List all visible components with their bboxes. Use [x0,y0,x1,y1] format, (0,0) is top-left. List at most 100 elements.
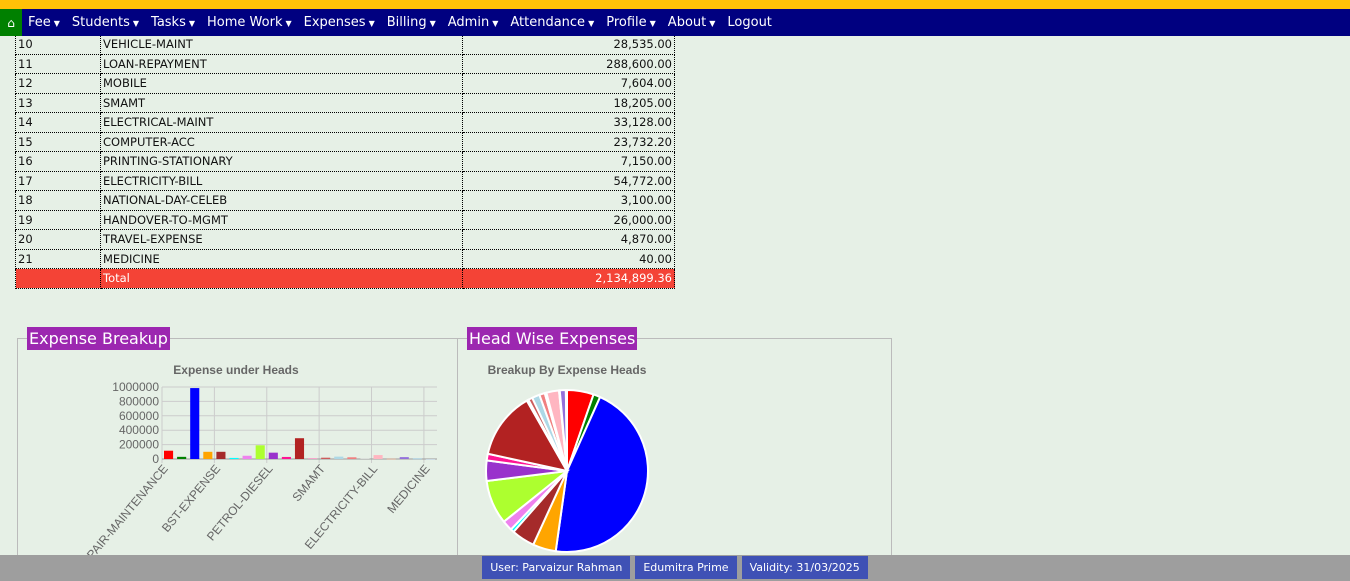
nav-billing[interactable]: Billing ▼ [381,15,442,30]
table-row: 16 PRINTING-STATIONARY 7,150.00 [15,151,675,172]
y-tick-label: 200000 [119,438,159,452]
bar [268,452,278,459]
pie-chart: Breakup By Expense Heads [485,363,649,553]
table-row: 17 ELECTRICITY-BILL 54,772.00 [15,170,675,191]
nav-label: Attendance [510,15,586,30]
expense-head: NATIONAL-DAY-CELEB [100,190,463,211]
table-row: 19 HANDOVER-TO-MGMT 26,000.00 [15,209,675,230]
x-tick-label: MEDICINE [384,462,432,516]
expense-head: ELECTRICITY-BILL [100,170,463,191]
table-row: 11 LOAN-REPAYMENT 288,600.00 [15,53,675,74]
nav-label: Profile [606,15,647,30]
footer: User: Parvaizur Rahman Edumitra Prime Va… [0,555,1350,581]
nav-fee[interactable]: Fee ▼ [22,15,66,30]
row-index: 10 [15,34,101,55]
pie-slice [486,399,569,473]
expense-amount: 7,604.00 [462,73,675,94]
caret-down-icon: ▼ [429,19,436,28]
caret-down-icon: ▼ [53,19,60,28]
caret-down-icon: ▼ [188,19,196,28]
bar [425,458,435,460]
expense-head: PRINTING-STATIONARY [100,151,463,172]
pie-slice [554,395,649,553]
expense-head: VEHICLE-MAINT [100,34,463,55]
bar [412,458,422,460]
caret-down-icon: ▼ [285,19,292,28]
nav-label: Fee [28,15,51,30]
bar [308,458,318,459]
bar [334,456,344,459]
expense-amount: 26,000.00 [462,209,675,230]
bar [281,456,291,459]
expense-amount: 18,205.00 [462,92,675,113]
row-index: 13 [15,92,101,113]
x-tick-label: REPAIR-MAINTENANCE [73,462,171,568]
x-tick-label: SMAMT [289,461,328,504]
user-badge: User: Parvaizur Rahman [482,556,631,579]
total-blank [15,268,101,289]
expense-head: MEDICINE [100,248,463,269]
y-tick-label: 0 [152,452,159,466]
nav-logout[interactable]: Logout [727,15,772,30]
home-icon[interactable]: ⌂ [0,9,22,36]
caret-down-icon: ▼ [132,19,140,28]
table-row: 14 ELECTRICAL-MAINT 33,128.00 [15,112,675,133]
y-tick-label: 800000 [119,394,159,408]
nav-home-work[interactable]: Home Work ▼ [201,15,298,30]
head-wise-panel: Breakup By Expense Heads [457,338,892,568]
validity-badge: Validity: 31/03/2025 [741,556,868,579]
row-index: 12 [15,73,101,94]
bar [399,457,409,459]
expense-amount: 54,772.00 [462,170,675,191]
expense-amount: 33,128.00 [462,112,675,133]
product-badge: Edumitra Prime [635,556,737,579]
nav-admin[interactable]: Admin ▼ [442,15,505,30]
row-index: 16 [15,151,101,172]
table-row: 20 TRAVEL-EXPENSE 4,870.00 [15,229,675,250]
pie-chart-title: Breakup By Expense Heads [488,363,647,377]
table-row: 12 MOBILE 7,604.00 [15,73,675,94]
nav-attendance[interactable]: Attendance ▼ [504,15,600,30]
expense-head: COMPUTER-ACC [100,131,463,152]
expense-head: TRAVEL-EXPENSE [100,229,463,250]
nav-label: Students [71,15,130,30]
bar [229,457,239,459]
expense-amount: 288,600.00 [462,53,675,74]
row-index: 15 [15,131,101,152]
top-strip [0,0,1350,9]
row-index: 14 [15,112,101,133]
table-row: 15 COMPUTER-ACC 23,732.20 [15,131,675,152]
row-index: 11 [15,53,101,74]
caret-down-icon: ▼ [368,19,375,28]
expense-amount: 23,732.20 [462,131,675,152]
nav-students[interactable]: Students ▼ [66,15,145,30]
bar [242,455,252,459]
caret-down-icon: ▼ [492,19,499,28]
nav-about[interactable]: About ▼ [662,15,722,30]
expense-head: HANDOVER-TO-MGMT [100,209,463,230]
expense-amount: 28,535.00 [462,34,675,55]
total-value: 2,134,899.36 [462,268,675,289]
bar [255,445,265,459]
table-row: 10 VEHICLE-MAINT 28,535.00 [15,34,675,55]
bar [203,451,213,459]
table-row: 21 MEDICINE 40.00 [15,248,675,269]
bar [294,438,305,459]
row-index: 19 [15,209,101,230]
expense-amount: 3,100.00 [462,190,675,211]
nav-expenses[interactable]: Expenses ▼ [298,15,381,30]
bar-chart: Expense under Heads 100000080000060000040… [73,363,437,568]
nav-label: Expenses [303,15,366,30]
y-tick-label: 1000000 [112,380,159,394]
nav-label: Admin [447,15,490,30]
caret-down-icon: ▼ [588,19,595,28]
expense-breakup-legend: Expense Breakup [27,327,170,350]
nav-tasks[interactable]: Tasks ▼ [145,15,201,30]
row-index: 21 [15,248,101,269]
main-nav: ⌂ Fee ▼ Students ▼ Tasks ▼ Home Work ▼ Expenses ▼… [0,9,1350,36]
caret-down-icon: ▼ [649,19,656,28]
bar [164,450,174,459]
bar [321,457,331,459]
row-index: 20 [15,229,101,250]
nav-profile[interactable]: Profile ▼ [600,15,662,30]
